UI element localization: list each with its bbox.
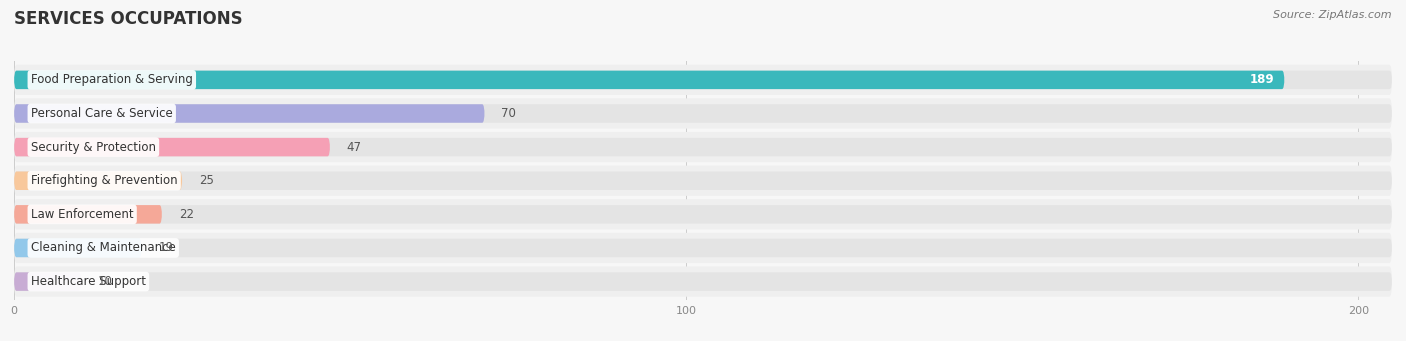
Text: 189: 189 (1250, 73, 1274, 86)
FancyBboxPatch shape (14, 266, 1392, 297)
FancyBboxPatch shape (14, 205, 162, 224)
FancyBboxPatch shape (14, 233, 1392, 263)
FancyBboxPatch shape (14, 205, 1392, 224)
FancyBboxPatch shape (14, 65, 1392, 95)
FancyBboxPatch shape (14, 172, 183, 190)
Text: Personal Care & Service: Personal Care & Service (31, 107, 173, 120)
Text: 19: 19 (159, 241, 173, 254)
FancyBboxPatch shape (14, 71, 1285, 89)
Text: Source: ZipAtlas.com: Source: ZipAtlas.com (1274, 10, 1392, 20)
Text: Healthcare Support: Healthcare Support (31, 275, 146, 288)
FancyBboxPatch shape (14, 272, 1392, 291)
Text: Security & Protection: Security & Protection (31, 140, 156, 153)
Text: SERVICES OCCUPATIONS: SERVICES OCCUPATIONS (14, 10, 243, 28)
FancyBboxPatch shape (14, 71, 1392, 89)
FancyBboxPatch shape (14, 166, 1392, 196)
Text: 22: 22 (179, 208, 194, 221)
Text: Firefighting & Prevention: Firefighting & Prevention (31, 174, 177, 187)
Text: 70: 70 (502, 107, 516, 120)
FancyBboxPatch shape (14, 239, 1392, 257)
FancyBboxPatch shape (14, 138, 1392, 157)
FancyBboxPatch shape (14, 98, 1392, 129)
Text: Law Enforcement: Law Enforcement (31, 208, 134, 221)
FancyBboxPatch shape (14, 199, 1392, 229)
Text: Cleaning & Maintenance: Cleaning & Maintenance (31, 241, 176, 254)
FancyBboxPatch shape (14, 132, 1392, 162)
FancyBboxPatch shape (14, 272, 82, 291)
FancyBboxPatch shape (14, 138, 330, 157)
FancyBboxPatch shape (14, 104, 1392, 123)
FancyBboxPatch shape (14, 104, 485, 123)
Text: Food Preparation & Serving: Food Preparation & Serving (31, 73, 193, 86)
Text: 25: 25 (198, 174, 214, 187)
FancyBboxPatch shape (14, 172, 1392, 190)
Text: 47: 47 (347, 140, 361, 153)
Text: 10: 10 (98, 275, 112, 288)
FancyBboxPatch shape (14, 239, 142, 257)
